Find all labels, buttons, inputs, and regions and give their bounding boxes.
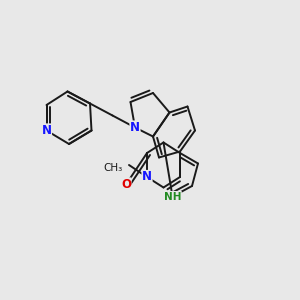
- Text: N: N: [130, 121, 140, 134]
- Text: O: O: [121, 178, 131, 191]
- Text: CH₃: CH₃: [104, 163, 123, 173]
- Text: NH: NH: [164, 191, 181, 202]
- Text: N: N: [142, 170, 152, 184]
- Text: N: N: [41, 124, 52, 137]
